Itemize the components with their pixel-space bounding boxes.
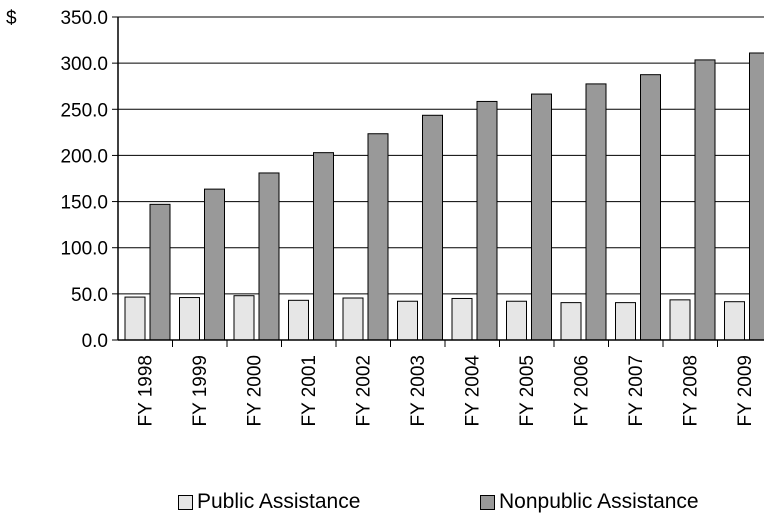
y-axis-currency-symbol: $ bbox=[6, 8, 17, 29]
bar-nonpublic-fy-2006 bbox=[585, 83, 607, 341]
x-tick-label: FY 2004 bbox=[462, 355, 483, 427]
bar-public-fy-2006 bbox=[560, 302, 582, 341]
x-tick-label: FY 2006 bbox=[571, 355, 592, 426]
bar-public-fy-1998 bbox=[124, 296, 146, 341]
legend-label-public: Public Assistance bbox=[197, 490, 361, 513]
bar-public-fy-1999 bbox=[179, 297, 200, 341]
y-tick-label: 350.0 bbox=[60, 8, 108, 29]
legend-swatch-public bbox=[178, 494, 193, 510]
bar-public-fy-2005 bbox=[506, 300, 527, 341]
bar-nonpublic-fy-2000 bbox=[258, 172, 280, 341]
bar-nonpublic-fy-1998 bbox=[149, 203, 171, 341]
bar-public-fy-2004 bbox=[451, 297, 473, 341]
bar-public-fy-2007 bbox=[615, 302, 636, 341]
x-tick-label: FY 2000 bbox=[244, 355, 265, 426]
bar-public-fy-2002 bbox=[342, 297, 364, 341]
bar-nonpublic-fy-2002 bbox=[367, 133, 389, 341]
x-tick-label: FY 2002 bbox=[353, 355, 374, 426]
bar-nonpublic-fy-2007 bbox=[640, 74, 661, 341]
x-tick-label: FY 2009 bbox=[735, 355, 756, 426]
y-tick-label: 50.0 bbox=[71, 285, 108, 306]
bar-public-fy-2009 bbox=[724, 301, 745, 341]
bar-public-fy-2000 bbox=[233, 295, 255, 341]
bar-nonpublic-fy-2005 bbox=[531, 93, 552, 341]
x-tick-label: FY 2005 bbox=[517, 355, 538, 426]
x-tick-label: FY 2007 bbox=[626, 355, 647, 426]
x-tick-label: FY 1999 bbox=[190, 355, 211, 426]
x-tick-labels: FY 1998 FY 1999 FY 2000 FY 2001 FY 2002 FY 20… bbox=[135, 355, 756, 427]
x-tick-label: FY 2001 bbox=[299, 355, 320, 426]
y-tick-label: 100.0 bbox=[60, 239, 108, 260]
y-tick-label: 0.0 bbox=[82, 331, 108, 352]
bar-nonpublic-fy-2009 bbox=[749, 52, 764, 341]
bar-public-fy-2003 bbox=[397, 300, 418, 341]
y-tick-label: 200.0 bbox=[60, 146, 108, 167]
legend-item-public: Public Assistance bbox=[178, 490, 360, 514]
y-tick-labels: 0.0 50.0 100.0 150.0 200.0 250.0 300.0 350.0 bbox=[60, 8, 108, 352]
x-tick-label: FY 2008 bbox=[680, 355, 701, 426]
bar-nonpublic-fy-2008 bbox=[694, 59, 716, 341]
x-tick-label: FY 1998 bbox=[135, 355, 156, 426]
y-tick-label: 300.0 bbox=[60, 54, 108, 75]
bar-nonpublic-fy-1999 bbox=[204, 188, 225, 341]
bar-nonpublic-fy-2004 bbox=[476, 100, 498, 341]
x-tick-label: FY 2003 bbox=[408, 355, 429, 426]
y-tick-label: 150.0 bbox=[60, 193, 108, 214]
bar-nonpublic-fy-2001 bbox=[313, 152, 334, 341]
legend-label-nonpublic: Nonpublic Assistance bbox=[499, 490, 699, 513]
bars bbox=[124, 52, 764, 341]
y-tick-label: 250.0 bbox=[60, 100, 108, 121]
axes bbox=[112, 16, 764, 347]
bar-public-fy-2008 bbox=[669, 299, 691, 341]
bar-nonpublic-fy-2003 bbox=[422, 114, 443, 341]
bar-public-fy-2001 bbox=[288, 299, 309, 341]
legend-item-nonpublic: Nonpublic Assistance bbox=[480, 490, 699, 514]
legend-swatch-nonpublic bbox=[480, 494, 495, 510]
